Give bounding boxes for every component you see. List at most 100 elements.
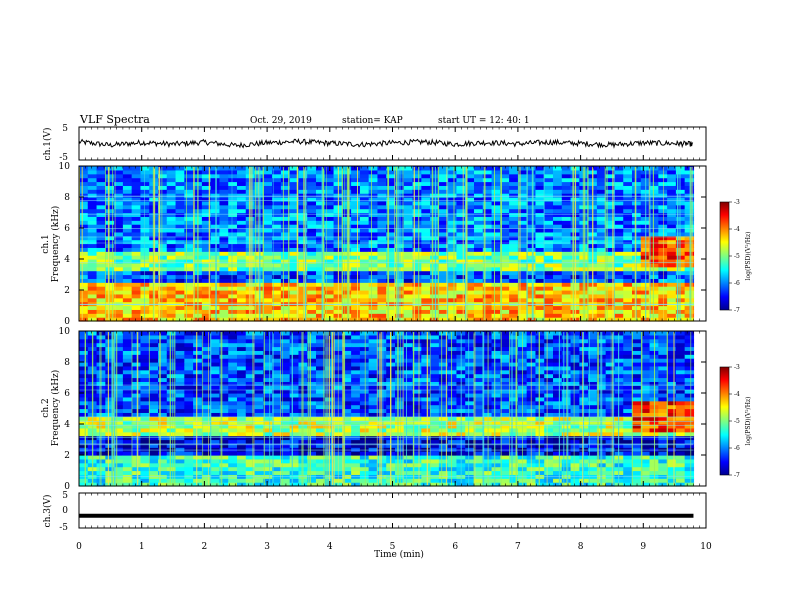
- spectrogram-cell: [377, 270, 387, 276]
- spectrogram-cell: [438, 216, 449, 221]
- spectrogram-cell: [509, 381, 519, 386]
- spectrogram-cell: [114, 200, 124, 206]
- spectrogram-cell: [438, 393, 449, 398]
- spectrogram-cell: [166, 224, 177, 229]
- spectrogram-cell: [131, 255, 142, 260]
- ch1-spectrogram: [79, 166, 706, 322]
- spectrogram-cell: [351, 389, 361, 394]
- spectrogram-cell: [289, 286, 300, 291]
- spectrogram-cell: [105, 396, 115, 402]
- spectrogram-cell: [526, 297, 537, 303]
- spectrogram-cell: [280, 193, 291, 198]
- spectrogram-cell: [368, 385, 379, 390]
- spectrogram-cell: [632, 189, 642, 194]
- spectrogram-cell: [500, 208, 510, 214]
- spectrogram-cell: [491, 358, 501, 363]
- spectrogram-cell: [289, 393, 300, 398]
- spectrogram-cell: [140, 293, 150, 299]
- spectrogram-cell: [403, 293, 414, 299]
- spectrogram-cell: [368, 412, 379, 417]
- spectrogram-cell: [623, 193, 633, 198]
- spectrogram-cell: [219, 396, 229, 402]
- spectrogram-cell: [324, 197, 335, 202]
- spectrogram-cell: [342, 338, 352, 344]
- spectrogram-cell: [430, 301, 440, 307]
- spectrogram-cell: [307, 208, 317, 214]
- spectrogram-cell: [316, 373, 326, 379]
- spectrogram-cell: [87, 282, 98, 287]
- spectrogram-cell: [175, 189, 185, 194]
- spectrogram-cell: [149, 400, 159, 406]
- spectrogram-cell: [166, 177, 177, 183]
- spectrogram-cell: [184, 482, 194, 487]
- spectrogram-cell: [447, 369, 458, 375]
- spectrogram-cell: [482, 235, 493, 241]
- spectrogram-cell: [263, 362, 273, 367]
- spectrogram-cell: [158, 274, 168, 279]
- spectrogram-cell: [447, 396, 458, 402]
- spectrogram-cell: [474, 451, 484, 456]
- spectrogram-cell: [307, 338, 317, 344]
- spectrogram-cell: [263, 470, 273, 475]
- spectrogram-cell: [447, 197, 458, 202]
- spectrogram-cell: [474, 427, 484, 433]
- spectrogram-cell: [430, 166, 440, 171]
- spectrogram-cell: [114, 309, 124, 314]
- spectrogram-cell: [96, 317, 106, 322]
- spectrogram-cell: [219, 278, 229, 283]
- spectrogram-cell: [219, 362, 229, 367]
- spectrogram-cell: [324, 181, 335, 186]
- spectrogram-cell: [105, 193, 115, 198]
- spectrogram-cell: [149, 443, 159, 448]
- spectrogram-cell: [114, 427, 124, 433]
- spectrogram-cell: [553, 212, 563, 217]
- spectrogram-cell: [649, 262, 659, 268]
- spectrogram-cell: [474, 235, 484, 241]
- spectrogram-cell: [193, 424, 203, 429]
- spectrogram-cell: [421, 204, 431, 210]
- spectrogram-cell: [228, 377, 238, 382]
- spectrogram-cell: [175, 404, 185, 410]
- spectrogram-cell: [482, 439, 493, 444]
- spectrogram-cell: [430, 373, 440, 379]
- spectrogram-cell: [465, 334, 475, 340]
- spectrogram-cell: [430, 266, 440, 272]
- spectrogram-cell: [307, 358, 317, 363]
- spectrogram-cell: [184, 373, 194, 379]
- spectrogram-cell: [491, 247, 501, 252]
- spectrogram-cell: [280, 293, 291, 299]
- spectrogram-cell: [280, 266, 291, 272]
- spectrogram-cell: [623, 197, 633, 202]
- spectrogram-cell: [114, 412, 124, 417]
- spectrogram-cell: [158, 169, 168, 175]
- spectrogram-cell: [237, 362, 247, 367]
- spectrogram-cell: [272, 204, 282, 210]
- spectrogram-cell: [201, 447, 212, 452]
- spectrogram-cell: [114, 197, 124, 202]
- spectrogram-cell: [377, 259, 387, 264]
- spectrogram-cell: [272, 416, 282, 421]
- spectrogram-cell: [675, 266, 686, 272]
- spectrogram-cell: [307, 239, 317, 245]
- spectrogram-cell: [149, 408, 159, 413]
- spectrogram-cell: [324, 208, 335, 214]
- spectrogram-cell: [632, 286, 642, 291]
- spectrogram-cell: [658, 293, 668, 299]
- spectrogram-cell: [219, 458, 229, 464]
- spectrogram-cell: [316, 181, 326, 186]
- spectrogram-cell: [535, 189, 545, 194]
- spectrogram-cell: [465, 342, 475, 348]
- spectrogram-cell: [342, 443, 352, 448]
- spectrogram-cell: [263, 243, 273, 248]
- spectrogram-cell: [219, 255, 229, 260]
- spectrogram-cell: [175, 313, 185, 318]
- spectrogram-cell: [351, 197, 361, 202]
- spectrogram-cell: [96, 216, 106, 221]
- spectrogram-cell: [614, 235, 624, 241]
- spectrogram-cell: [79, 373, 89, 379]
- spectrogram-cell: [386, 290, 396, 295]
- spectrogram-cell: [359, 251, 370, 256]
- spectrogram-cell: [237, 478, 247, 483]
- spectrogram-cell: [430, 346, 440, 351]
- spectrogram-cell: [632, 235, 642, 241]
